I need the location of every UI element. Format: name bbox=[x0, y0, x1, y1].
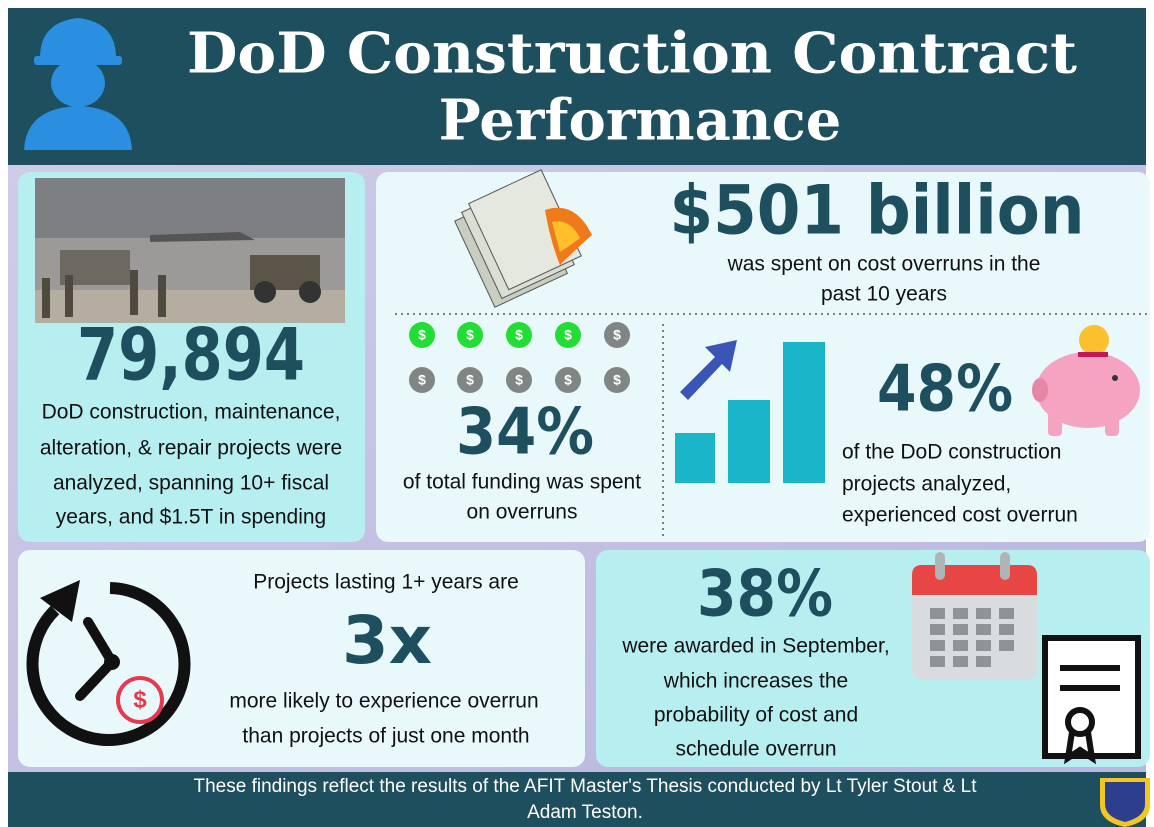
stat-number: 48% bbox=[877, 353, 1013, 427]
stat-text: which increases the bbox=[663, 670, 848, 693]
calendar-cell bbox=[930, 656, 945, 667]
stat-text: more likely to experience overrun bbox=[229, 690, 538, 713]
stat-text: analyzed, spanning 10+ fiscal bbox=[53, 472, 329, 495]
piggy-bank-icon bbox=[1032, 325, 1140, 436]
coin bbox=[409, 322, 435, 348]
coin-symbol: $ bbox=[515, 327, 523, 343]
coin bbox=[555, 367, 581, 393]
money-icon bbox=[454, 169, 592, 308]
growth-icon bbox=[675, 340, 825, 483]
coin bbox=[604, 367, 630, 393]
calendar-cell bbox=[930, 624, 945, 635]
coin-symbol: $ bbox=[564, 327, 572, 343]
coin-symbol: $ bbox=[613, 327, 621, 343]
calendar-cell bbox=[930, 608, 945, 619]
coin bbox=[409, 367, 435, 393]
coin-symbol: $ bbox=[613, 372, 621, 388]
stat-text: projects analyzed, bbox=[842, 473, 1011, 496]
calendar-cell bbox=[953, 640, 968, 651]
calendar-cell bbox=[999, 624, 1014, 635]
stat-text: probability of cost and bbox=[654, 704, 858, 727]
stat-text: Projects lasting 1+ years are bbox=[253, 571, 519, 594]
certificate-icon bbox=[1042, 635, 1141, 765]
coin bbox=[555, 322, 581, 348]
coin bbox=[457, 367, 483, 393]
stat-text: than projects of just one month bbox=[242, 725, 529, 748]
coin bbox=[506, 322, 532, 348]
calendar-cell bbox=[999, 640, 1014, 651]
stat-text: were awarded in September, bbox=[621, 635, 889, 658]
footer bbox=[8, 772, 1146, 827]
calendar-cell bbox=[976, 624, 991, 635]
stat-text: on overruns bbox=[467, 501, 578, 524]
clock-icon: $ bbox=[26, 580, 191, 746]
stat-text: schedule overrun bbox=[675, 738, 836, 761]
calendar-cell bbox=[953, 656, 968, 667]
stat-text: of total funding was spent bbox=[403, 471, 641, 494]
coin bbox=[604, 322, 630, 348]
coin-symbol: $ bbox=[466, 327, 474, 343]
header bbox=[8, 8, 1146, 165]
coin-symbol: $ bbox=[515, 372, 523, 388]
calendar-cell bbox=[953, 608, 968, 619]
title-line: Performance bbox=[439, 88, 842, 154]
stat-text: years, and $1.5T in spending bbox=[56, 506, 326, 529]
title-line: DoD Construction Contract bbox=[187, 21, 1077, 87]
stat-number: 38% bbox=[697, 558, 833, 632]
stat-number: 3x bbox=[342, 602, 432, 679]
worker-icon bbox=[24, 18, 132, 150]
calendar-cell bbox=[999, 608, 1014, 619]
stat-text: past 10 years bbox=[821, 283, 947, 306]
footer-text: These findings reflect the results of th… bbox=[193, 776, 977, 797]
stat-text: of the DoD construction bbox=[842, 441, 1061, 464]
calendar-cell bbox=[953, 624, 968, 635]
calendar-cell bbox=[976, 608, 991, 619]
calendar-cell bbox=[976, 656, 991, 667]
stat-number: 34% bbox=[456, 396, 594, 470]
coin bbox=[506, 367, 532, 393]
footer-text: Adam Teston. bbox=[527, 802, 643, 823]
calendar-cell bbox=[976, 640, 991, 651]
stat-number: $501 billion bbox=[670, 172, 1085, 251]
stat-text: experienced cost overrun bbox=[842, 504, 1078, 527]
coin-symbol: $ bbox=[418, 327, 426, 343]
stat-text: DoD construction, maintenance, bbox=[42, 401, 341, 424]
coin-symbol: $ bbox=[418, 372, 426, 388]
afit-logo bbox=[1100, 778, 1150, 827]
stat-number: 79,894 bbox=[77, 313, 305, 397]
coin-grid: $ $ $ $ $ $ $ $ $ $ bbox=[409, 322, 630, 393]
stat-text: was spent on cost overruns in the bbox=[727, 253, 1041, 276]
photo bbox=[35, 178, 345, 323]
coin-symbol: $ bbox=[564, 372, 572, 388]
calendar-cell bbox=[930, 640, 945, 651]
clock-dollar: $ bbox=[133, 686, 147, 713]
coin bbox=[457, 322, 483, 348]
calendar-icon bbox=[912, 552, 1037, 680]
stat-text: alteration, & repair projects were bbox=[40, 437, 342, 460]
coin-symbol: $ bbox=[466, 372, 474, 388]
